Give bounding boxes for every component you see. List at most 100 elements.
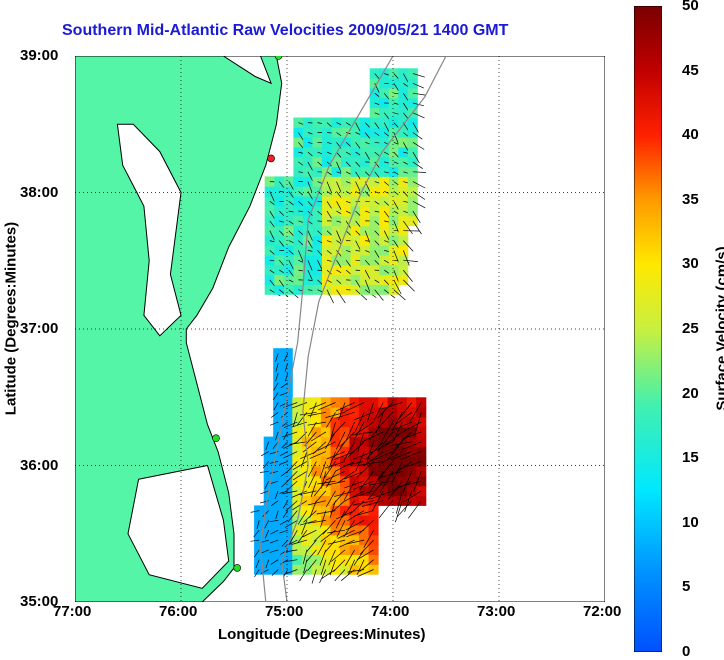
- velocity-cell: [341, 265, 351, 275]
- velocity-cell: [331, 397, 341, 407]
- velocity-cell: [359, 466, 369, 476]
- velocity-cell: [273, 486, 283, 496]
- station-marker: [268, 155, 275, 162]
- velocity-cell: [311, 446, 321, 456]
- velocity-cell: [322, 137, 332, 147]
- velocity-cell: [359, 486, 369, 496]
- velocity-cell: [369, 486, 379, 496]
- velocity-cell: [312, 206, 322, 216]
- velocity-cell: [408, 68, 418, 78]
- velocity-cell: [273, 505, 283, 515]
- colorbar-tick-label: 50: [682, 0, 699, 14]
- velocity-cell: [321, 407, 331, 417]
- velocity-cell: [398, 98, 408, 108]
- x-tick-label: 72:00: [583, 603, 621, 620]
- velocity-cell: [359, 397, 369, 407]
- colorbar-tick-label: 30: [682, 255, 699, 272]
- velocity-cell: [303, 285, 313, 295]
- velocity-cell: [303, 127, 313, 137]
- y-axis-label: Latitude (Degrees:Minutes): [3, 204, 20, 434]
- velocity-cell: [312, 176, 322, 186]
- colorbar-label: Surface Velocity (cm/s): [714, 219, 724, 439]
- velocity-cell: [369, 555, 379, 565]
- velocity-cell: [264, 476, 274, 486]
- velocity-cell: [408, 137, 418, 147]
- velocity-cell: [264, 545, 274, 555]
- velocity-cell: [331, 545, 341, 555]
- station-marker: [234, 564, 241, 571]
- velocity-cell: [322, 245, 332, 255]
- velocity-cell: [370, 167, 380, 177]
- velocity-cell: [303, 235, 313, 245]
- velocity-cell: [321, 505, 331, 515]
- velocity-cell: [284, 206, 294, 216]
- velocity-cell: [407, 466, 417, 476]
- velocity-cell: [273, 466, 283, 476]
- velocity-cell: [311, 515, 321, 525]
- velocity-cell: [369, 505, 379, 515]
- velocity-cell: [341, 167, 351, 177]
- velocity-cell: [398, 245, 408, 255]
- velocity-cell: [416, 397, 426, 407]
- velocity-cell: [408, 147, 418, 157]
- velocity-cell: [370, 137, 380, 147]
- velocity-cell: [398, 176, 408, 186]
- velocity-cell: [332, 127, 342, 137]
- velocity-cell: [416, 466, 426, 476]
- colorbar-tick-label: 20: [682, 385, 699, 402]
- colorbar-tick-label: 25: [682, 320, 699, 337]
- velocity-cell: [264, 535, 274, 545]
- velocity-cell: [322, 196, 332, 206]
- velocity-cell: [265, 255, 275, 265]
- colorbar-tick-label: 45: [682, 62, 699, 79]
- velocity-cell: [332, 176, 342, 186]
- velocity-cell: [273, 397, 283, 407]
- velocity-cell: [389, 88, 399, 98]
- velocity-cell: [274, 235, 284, 245]
- velocity-cell: [284, 196, 294, 206]
- velocity-cell: [264, 515, 274, 525]
- velocity-cell: [312, 285, 322, 295]
- colorbar-tick-label: 35: [682, 191, 699, 208]
- velocity-cell: [322, 206, 332, 216]
- velocity-cell: [398, 206, 408, 216]
- velocity-cell: [398, 108, 408, 118]
- velocity-cell: [311, 545, 321, 555]
- velocity-cell: [389, 275, 399, 285]
- colorbar-tick-label: 15: [682, 449, 699, 466]
- velocity-cell: [397, 486, 407, 496]
- velocity-cell: [264, 437, 274, 447]
- velocity-cell: [398, 265, 408, 275]
- velocity-cell: [416, 446, 426, 456]
- velocity-cell: [265, 196, 275, 206]
- velocity-cell: [398, 167, 408, 177]
- velocity-cell: [283, 378, 293, 388]
- velocity-cell: [408, 98, 418, 108]
- velocity-cell: [284, 235, 294, 245]
- velocity-cell: [379, 108, 389, 118]
- velocity-cell: [370, 108, 380, 118]
- velocity-cell: [283, 486, 293, 496]
- velocity-cell: [292, 446, 302, 456]
- velocity-cell: [274, 176, 284, 186]
- velocity-cell: [351, 235, 361, 245]
- velocity-cell: [389, 235, 399, 245]
- velocity-cell: [359, 555, 369, 565]
- velocity-cell: [370, 245, 380, 255]
- velocity-cell: [370, 206, 380, 216]
- velocity-cell: [331, 555, 341, 565]
- velocity-cell: [389, 108, 399, 118]
- station-marker: [213, 435, 220, 442]
- velocity-cell: [360, 196, 370, 206]
- velocity-cell: [302, 545, 312, 555]
- velocity-cell: [407, 397, 417, 407]
- velocity-cell: [340, 466, 350, 476]
- velocity-cell: [360, 127, 370, 137]
- velocity-cell: [370, 275, 380, 285]
- velocity-cell: [312, 118, 322, 128]
- velocity-cell: [408, 186, 418, 196]
- velocity-cell: [312, 265, 322, 275]
- x-axis-label: Longitude (Degrees:Minutes): [218, 626, 426, 643]
- velocity-cell: [369, 545, 379, 555]
- velocity-cell: [284, 245, 294, 255]
